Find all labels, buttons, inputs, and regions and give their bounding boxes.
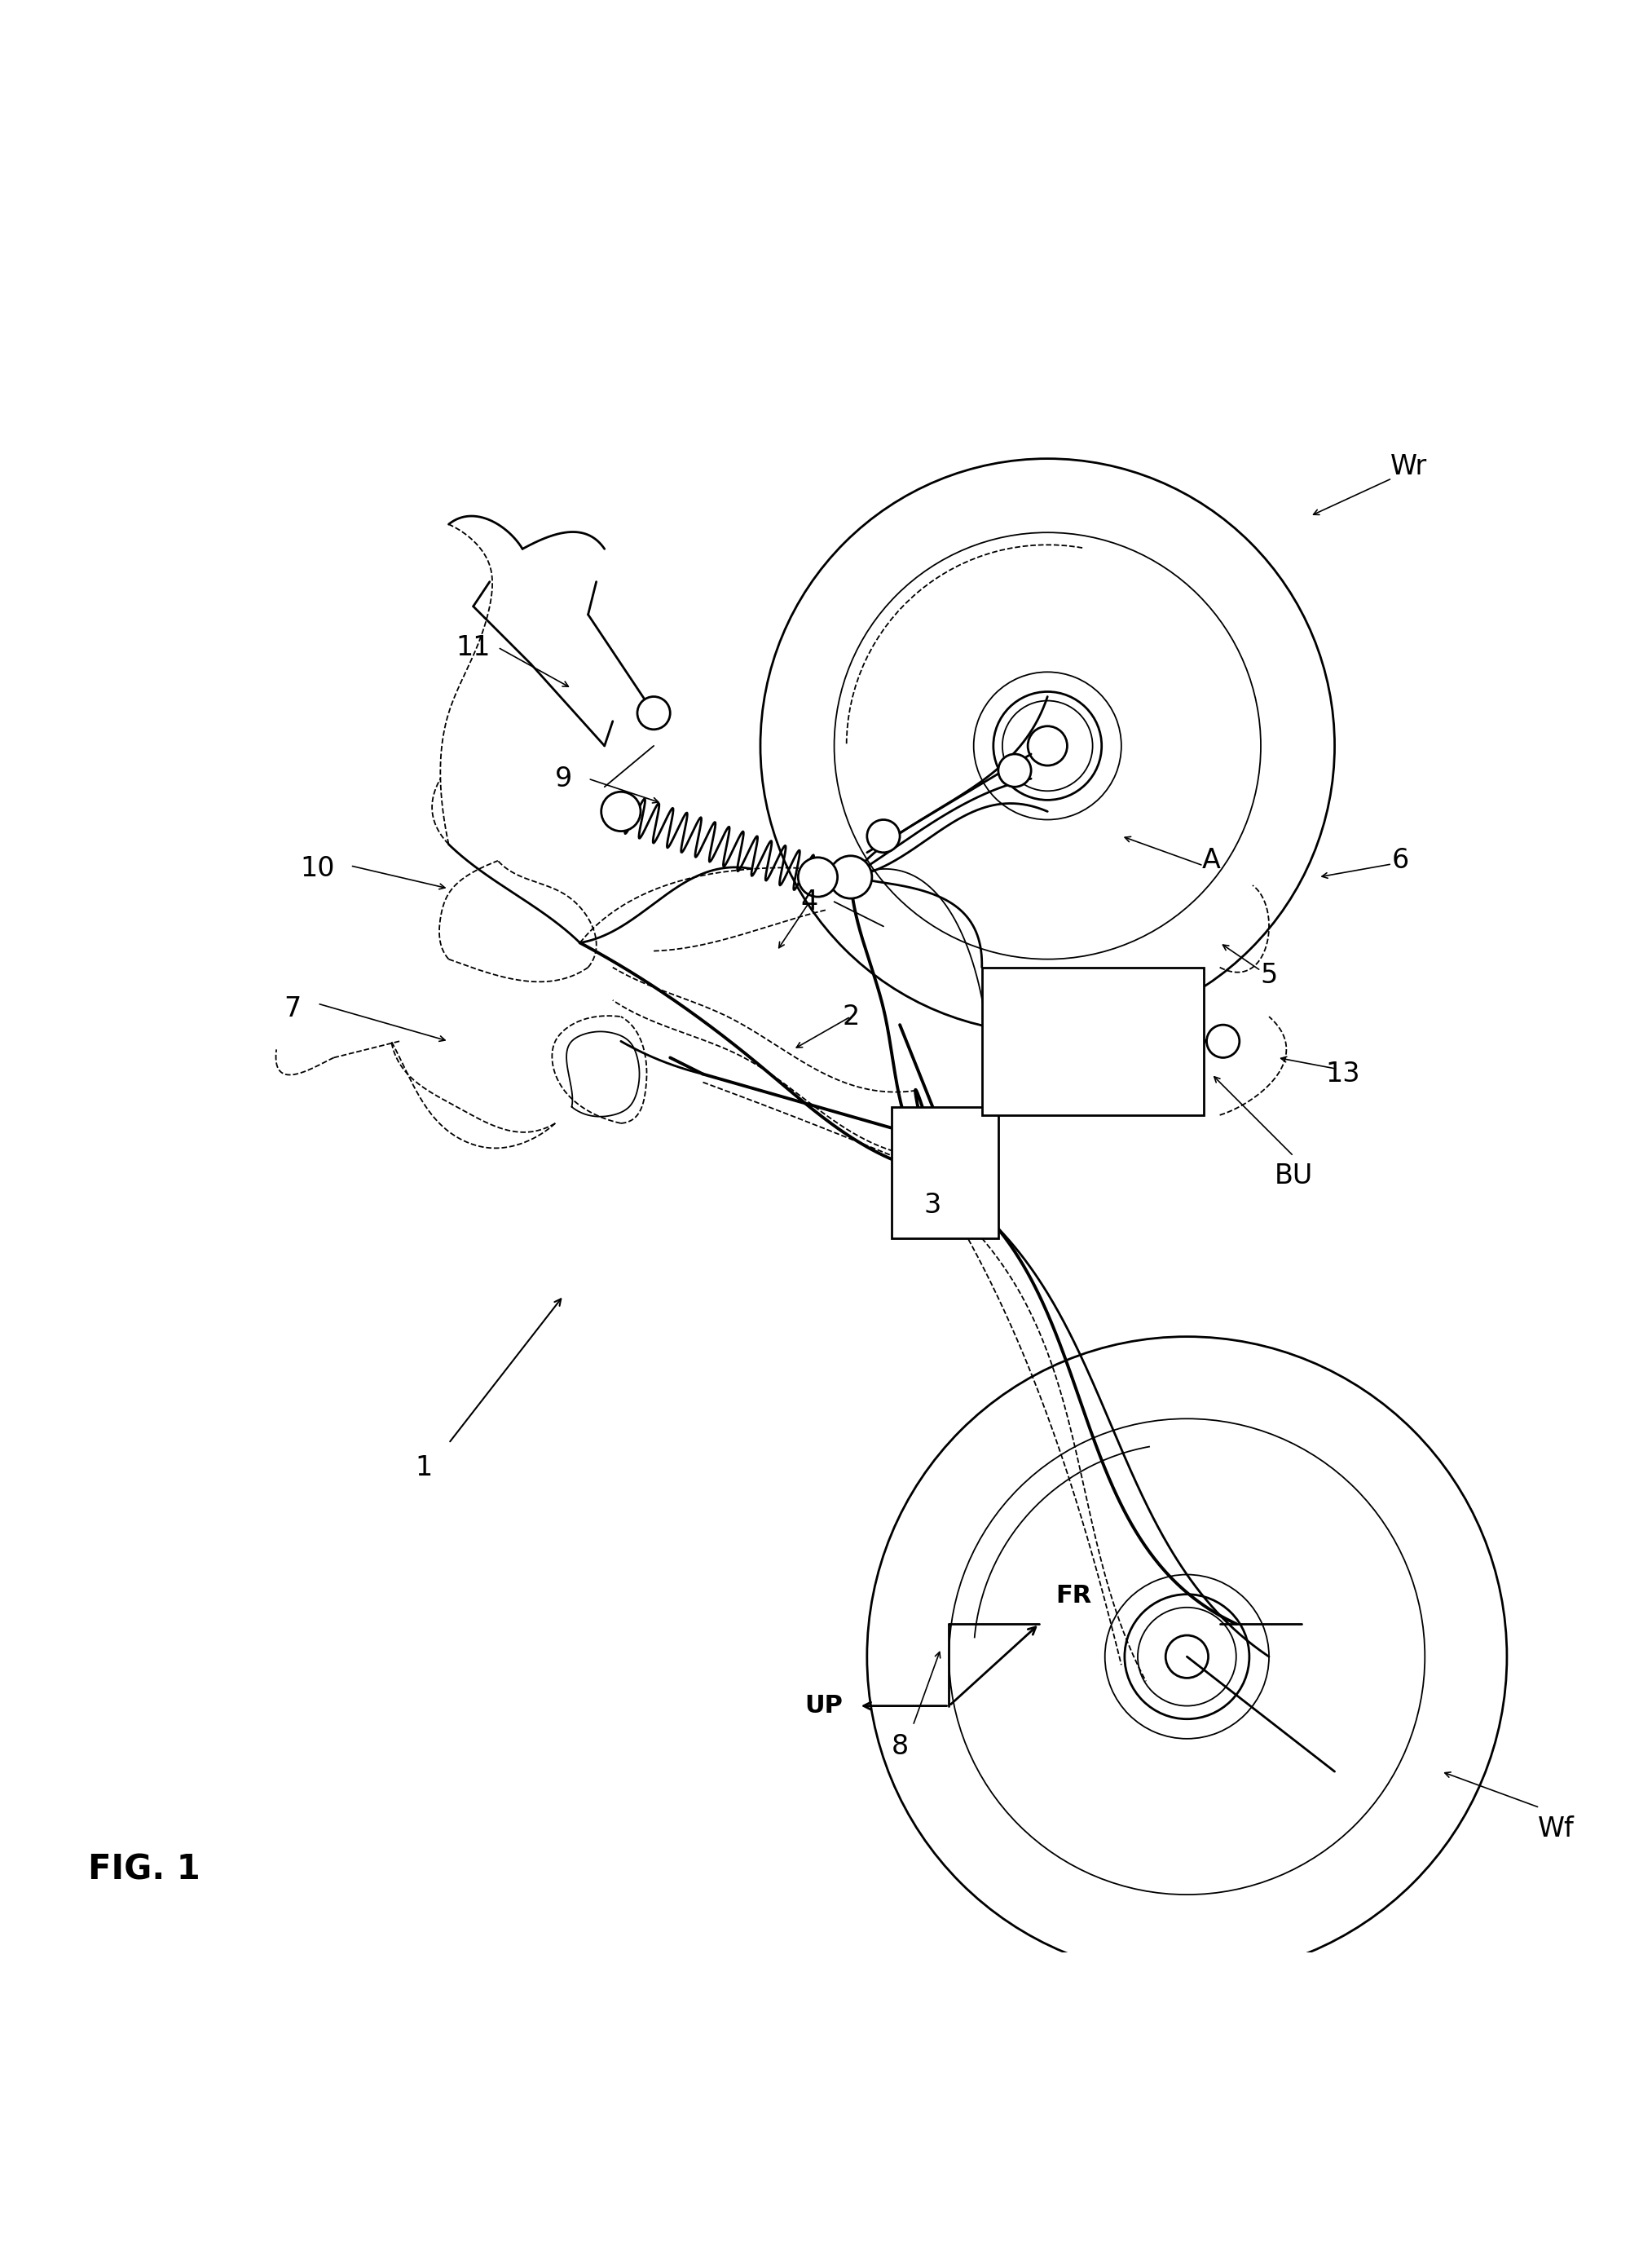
Text: 9: 9 — [555, 765, 572, 792]
Text: 2: 2 — [843, 1003, 859, 1030]
Circle shape — [998, 754, 1031, 788]
Text: Wf: Wf — [1538, 1815, 1574, 1842]
Circle shape — [867, 819, 900, 853]
Text: 5: 5 — [1260, 962, 1277, 989]
Text: Wr: Wr — [1389, 453, 1427, 480]
Text: 1: 1 — [415, 1455, 433, 1482]
Bar — [981, 966, 1203, 1116]
Text: 6: 6 — [1391, 846, 1409, 874]
Circle shape — [798, 858, 838, 896]
Circle shape — [601, 792, 641, 831]
Circle shape — [829, 855, 872, 898]
Text: BU: BU — [1274, 1163, 1313, 1190]
Text: 13: 13 — [1325, 1061, 1360, 1089]
Circle shape — [638, 697, 671, 729]
Text: A: A — [1203, 846, 1221, 874]
Text: FIG. 1: FIG. 1 — [88, 1851, 200, 1887]
Text: 8: 8 — [890, 1733, 909, 1761]
Circle shape — [1206, 1025, 1239, 1057]
Text: 11: 11 — [456, 634, 491, 661]
Text: 3: 3 — [923, 1193, 942, 1220]
Text: 7: 7 — [284, 996, 301, 1023]
Text: 4: 4 — [801, 889, 818, 914]
Bar — [892, 1107, 998, 1238]
Text: UP: UP — [805, 1695, 843, 1718]
Circle shape — [1028, 726, 1067, 765]
Circle shape — [1166, 1636, 1208, 1677]
Text: FR: FR — [1056, 1584, 1092, 1607]
Text: 10: 10 — [301, 855, 335, 883]
